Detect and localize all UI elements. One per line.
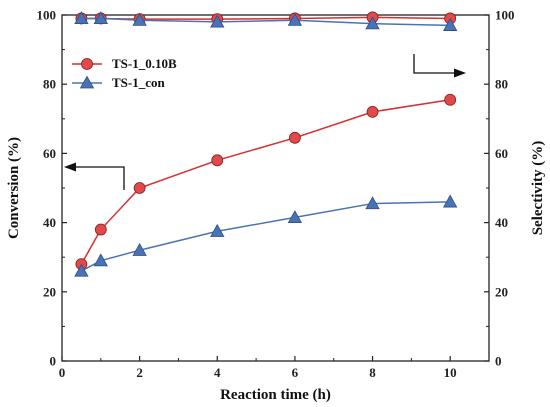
x-tick-label-2: 4 [214, 365, 221, 380]
series-line-0 [80, 99, 451, 265]
x-tick-label-3: 6 [292, 365, 299, 380]
legend-label-ts1-con: TS-1_con [112, 75, 166, 90]
right-axis-title: Selectivity (%) [530, 141, 546, 236]
series-3-point-4 [287, 12, 303, 26]
series-3-point-5 [365, 16, 380, 30]
series-0-point-5 [366, 105, 379, 118]
y-left-tick-label-1: 20 [43, 284, 56, 299]
series-0-point-4 [289, 131, 301, 144]
legend-marker-ts1-010b [81, 58, 93, 70]
series-0-point-3 [211, 154, 224, 167]
series-0-point-6 [444, 93, 457, 106]
series-line-1 [81, 201, 451, 272]
series-1-point-0 [74, 263, 89, 277]
x-tick-label-1: 2 [136, 365, 143, 380]
x-axis-title: Reaction time (h) [220, 387, 331, 403]
y-left-tick-label-0: 0 [50, 354, 57, 369]
series-1-point-3 [210, 223, 225, 237]
series-1-point-6 [443, 194, 458, 208]
legend-marker-ts1-con [79, 75, 95, 89]
y-left-tick-label-5: 100 [37, 8, 57, 23]
legend: TS-1_0.10B TS-1_con [72, 56, 177, 90]
y-right-tick-label-4: 80 [495, 77, 508, 92]
left-arrow-line [76, 166, 125, 190]
series-3-point-0 [74, 11, 89, 25]
series-0-point-1 [94, 223, 107, 236]
series-group [74, 11, 458, 277]
y-left-tick-label-4: 80 [43, 77, 56, 92]
series-3-point-3 [210, 14, 225, 28]
y-right-tick-label-2: 40 [495, 215, 508, 230]
series-1-point-4 [287, 210, 303, 224]
x-tick-label-5: 10 [444, 365, 457, 380]
series-1-point-2 [132, 242, 147, 256]
y-left-tick-label-3: 60 [43, 146, 56, 161]
y-left-tick-label-2: 40 [43, 215, 56, 230]
right-arrow-head [454, 68, 466, 78]
x-tick-label-0: 0 [59, 365, 66, 380]
left-arrow-head [64, 162, 76, 172]
series-1-point-1 [93, 253, 108, 267]
y-right-tick-label-0: 0 [495, 354, 502, 369]
right-arrow-line [413, 54, 454, 74]
y-right-tick-label-5: 100 [495, 8, 515, 23]
left-axis-title: Conversion (%) [6, 137, 22, 239]
x-tick-label-4: 8 [369, 365, 376, 380]
series-3-point-6 [443, 18, 458, 31]
series-3-point-1 [93, 11, 108, 25]
axis-arrows [64, 54, 466, 190]
series-0-point-2 [133, 182, 146, 194]
legend-label-ts1-010b: TS-1_0.10B [112, 56, 177, 71]
y-right-tick-label-1: 20 [495, 284, 508, 299]
series-1-point-5 [365, 196, 380, 210]
series-3-point-2 [132, 12, 147, 26]
y-right-tick-label-3: 60 [495, 146, 508, 161]
